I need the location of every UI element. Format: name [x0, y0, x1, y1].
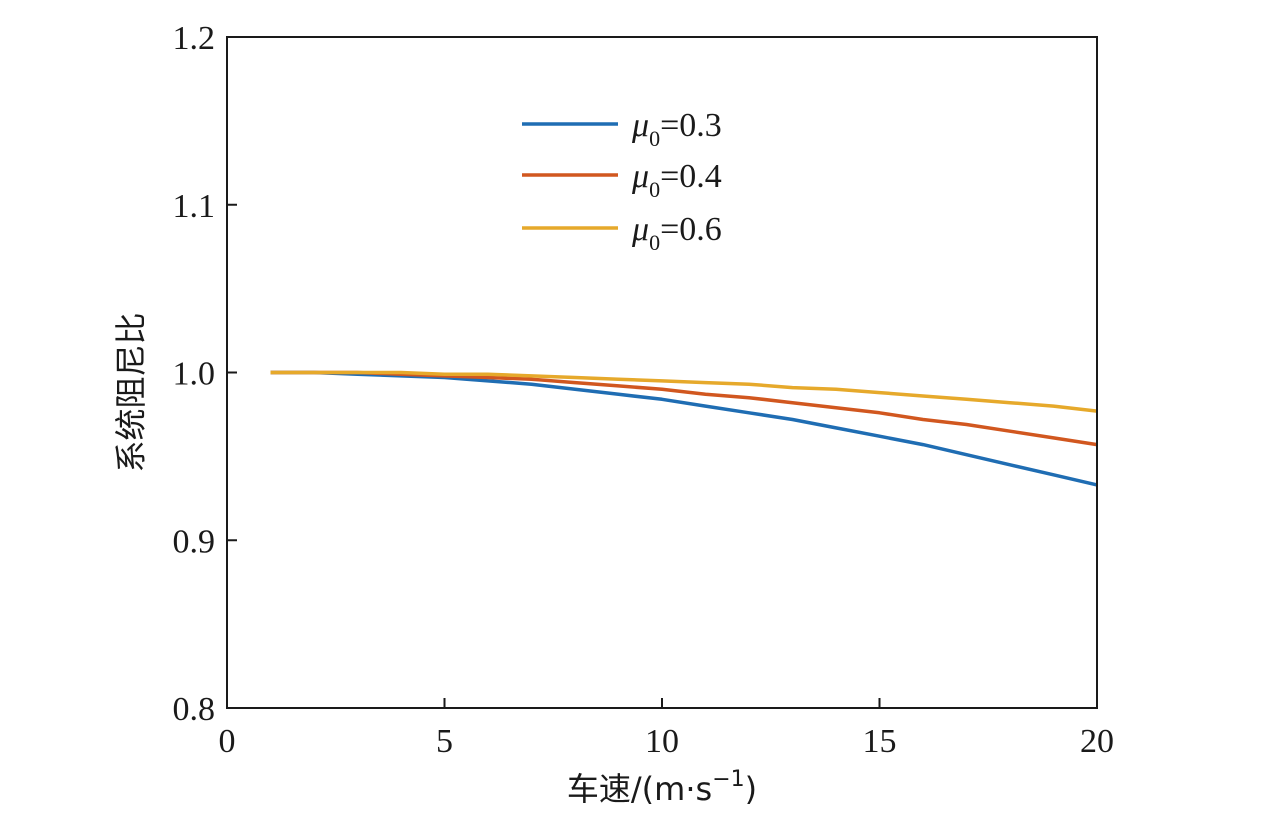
x-tick-label: 0: [219, 723, 236, 760]
legend-label: μ0=0.4: [631, 158, 722, 202]
x-axis-title: 车速/(m·s−1): [567, 767, 757, 808]
legend-label: μ0=0.6: [631, 211, 722, 255]
series-line: [270, 370, 1098, 413]
y-axis: 0.8 0.9 1.0 1.1 1.2: [173, 20, 237, 728]
y-tick-label: 1.1: [173, 188, 216, 225]
y-tick-label: 1.0: [173, 356, 216, 393]
x-tick-label: 15: [863, 723, 897, 760]
legend: μ0=0.3 μ0=0.4 μ0=0.6: [522, 107, 722, 255]
x-tick-label: 5: [436, 723, 453, 760]
x-axis: 0 5 10 15 20: [219, 698, 1114, 760]
y-axis-title: 系统阻尼比: [112, 312, 150, 472]
y-tick-label: 1.2: [173, 20, 216, 57]
x-tick-label: 10: [645, 723, 679, 760]
series-lines: [270, 370, 1098, 487]
x-tick-label: 20: [1080, 723, 1114, 760]
series-line: [270, 370, 1098, 487]
y-tick-label: 0.9: [173, 523, 216, 560]
y-tick-label: 0.8: [173, 691, 216, 728]
legend-label: μ0=0.3: [631, 107, 722, 151]
